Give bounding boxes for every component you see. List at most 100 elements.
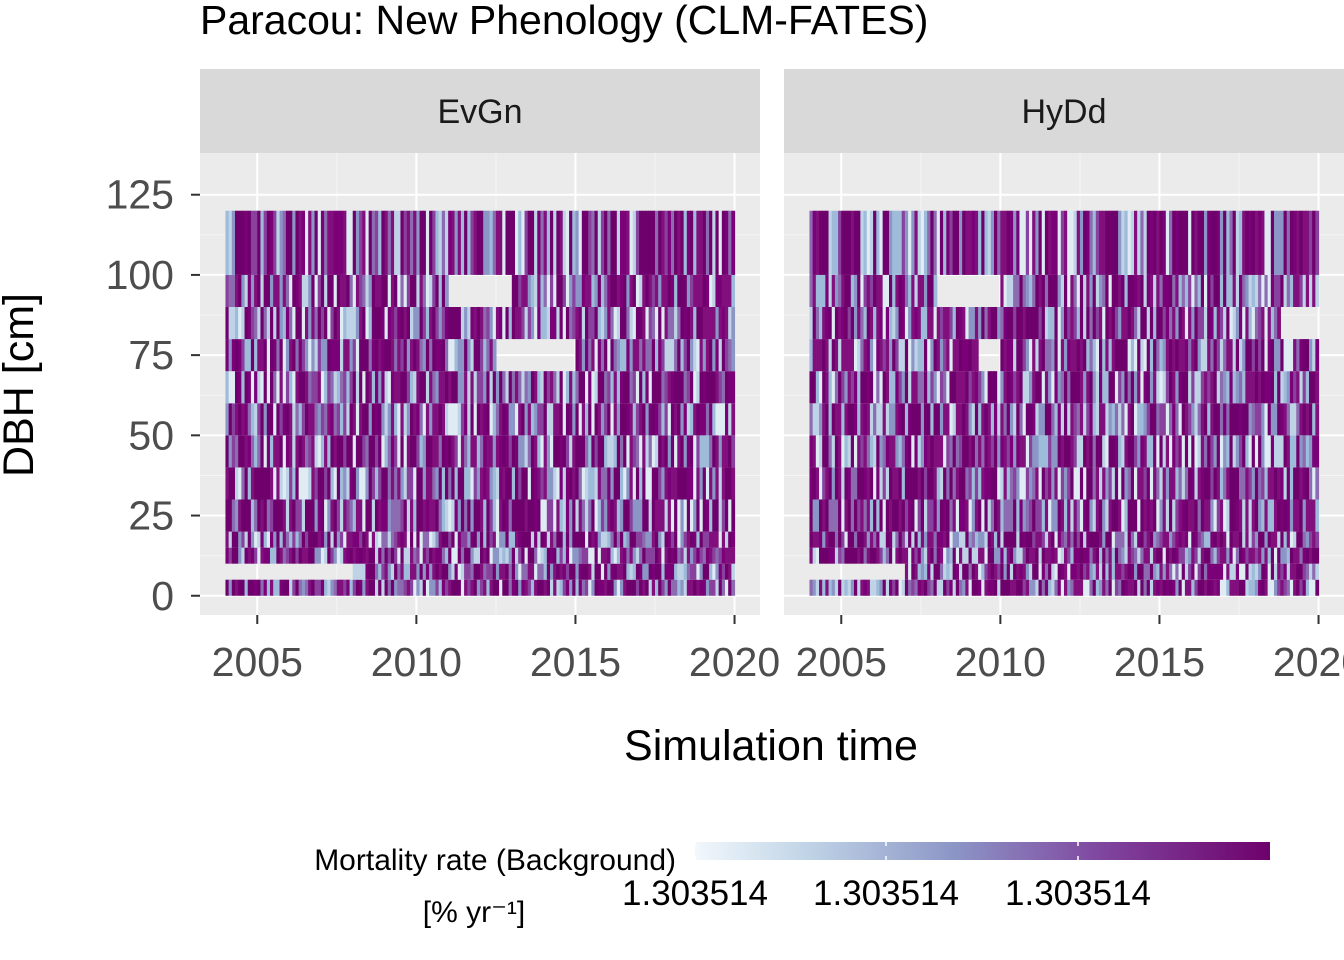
heatmap-cell [1092,547,1097,564]
heatmap-cell [1057,467,1062,500]
heatmap-cell [1092,403,1097,436]
heatmap-cell [610,371,615,404]
heatmap-cell [1121,531,1126,548]
heatmap-cell [422,435,427,468]
heatmap-cell [632,499,637,532]
heatmap-cell [266,547,271,564]
heatmap-cell [1229,563,1234,580]
heatmap-cell [1124,499,1129,532]
heatmap-cell [1019,210,1024,275]
heatmap-cell [1289,563,1294,580]
heatmap-cell [1159,563,1164,580]
heatmap-cell [445,467,449,500]
heatmap-cell [965,563,970,580]
heatmap-cell [987,403,992,436]
heatmap-cell [1089,210,1094,275]
heatmap-cell [885,210,890,275]
heatmap-cell [971,579,976,596]
heatmap-cell [1000,371,1005,404]
heatmap-cell [400,274,405,307]
heatmap-cell [546,274,551,307]
heatmap-cell [809,547,814,564]
heatmap-cell [1248,531,1253,548]
heatmap-cell [530,547,535,564]
heatmap-cell [438,531,443,548]
heatmap-cell [530,274,535,307]
heatmap-cell [387,467,392,500]
heatmap-cell [1019,563,1024,580]
heatmap-cell [225,579,230,596]
heatmap-cell [600,403,605,436]
heatmap-cell [346,547,351,564]
heatmap-cell [527,403,532,436]
heatmap-cell [400,563,405,580]
heatmap-cell [320,210,325,275]
heatmap-cell [457,210,462,275]
heatmap-cell [1299,547,1304,564]
heatmap-cell [352,467,357,500]
heatmap-cell [683,579,688,596]
heatmap-cell [1019,547,1024,564]
heatmap-cell [375,274,379,307]
heatmap-cell [1064,563,1068,580]
heatmap-cell [645,210,650,275]
heatmap-cell [822,547,826,564]
heatmap-cell [626,499,631,532]
heatmap-cell [892,403,896,436]
heatmap-cell [1274,579,1278,596]
heatmap-cell [920,435,925,468]
heatmap-cell [1213,274,1218,307]
heatmap-cell [1019,579,1024,596]
heatmap-cell [927,563,931,580]
heatmap-cell [333,371,338,404]
heatmap-cell [1207,499,1211,532]
heatmap-cell [410,579,414,596]
heatmap-cell [1242,307,1246,340]
heatmap-cell [693,531,697,548]
heatmap-cell [917,371,922,404]
heatmap-cell [635,371,640,404]
heatmap-cell [1108,403,1113,436]
heatmap-cell [1121,563,1126,580]
heatmap-cell [670,403,675,436]
heatmap-cell [483,339,487,372]
heatmap-cell [1108,435,1113,468]
heatmap-cell [981,531,986,548]
heatmap-cell [904,467,909,500]
heatmap-cell [1232,499,1237,532]
heatmap-cell [971,563,976,580]
heatmap-cell [305,210,309,275]
heatmap-cell [1073,531,1078,548]
heatmap-cell [1194,210,1199,275]
heatmap-cell [1172,531,1176,548]
heatmap-cell [1057,499,1062,532]
heatmap-cell [410,499,414,532]
heatmap-cell [1022,274,1027,307]
heatmap-cell [1235,307,1240,340]
heatmap-cell [1270,563,1275,580]
heatmap-cell [588,531,592,548]
heatmap-cell [250,579,255,596]
heatmap-cell [613,210,618,275]
heatmap-cell [289,339,293,372]
heatmap-cell [1261,547,1266,564]
heatmap-cell [1235,435,1240,468]
heatmap-cell [298,579,303,596]
heatmap-cell [1280,210,1285,275]
heatmap-cell [1254,531,1259,548]
heatmap-cell [885,435,890,468]
heatmap-cell [667,467,672,500]
heatmap-cell [1302,403,1307,436]
heatmap-cell [511,563,516,580]
heatmap-cell [1178,435,1183,468]
heatmap-cell [889,210,893,275]
heatmap-cell [1076,210,1081,275]
heatmap-cell [651,274,656,307]
heatmap-cell [527,307,532,340]
heatmap-cell [1296,371,1301,404]
heatmap-cell [238,467,242,500]
heatmap-cell [419,307,424,340]
heatmap-cell [613,531,618,548]
heatmap-cell [1200,210,1205,275]
